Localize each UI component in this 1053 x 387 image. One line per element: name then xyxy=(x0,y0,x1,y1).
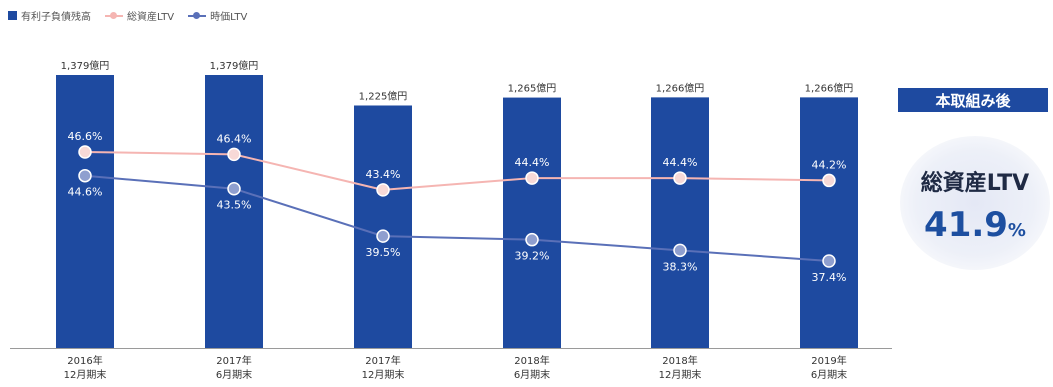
point-label-market-ltv-2: 39.5% xyxy=(366,246,401,259)
bar-label-3: 1,265億円 xyxy=(508,82,557,95)
point-total-ltv-4 xyxy=(673,171,687,185)
point-market-ltv-5 xyxy=(822,254,836,268)
legend-label-debt: 有利子負債残高 xyxy=(21,11,91,23)
bar-debt-3 xyxy=(503,97,561,348)
legend-item-market-ltv: 時価LTV xyxy=(188,8,247,23)
x-tick-label-2-period: 12月期末 xyxy=(362,368,405,381)
point-total-ltv-5 xyxy=(822,173,836,188)
bar-label-0: 1,379億円 xyxy=(61,59,110,72)
legend-item-total-ltv: 総資産LTV xyxy=(105,8,174,23)
x-tick-label-2-year: 2017年 xyxy=(365,354,400,367)
point-total-ltv-3 xyxy=(525,171,539,185)
bar-debt-0 xyxy=(56,75,114,348)
x-tick-label-3-period: 6月期末 xyxy=(514,368,550,381)
x-tick-label-0-year: 2016年 xyxy=(67,354,102,367)
legend-label-market-ltv: 時価LTV xyxy=(210,11,248,23)
x-tick-label-3-year: 2018年 xyxy=(514,354,549,367)
point-label-total-ltv-1: 46.4% xyxy=(217,132,252,145)
ltv-highlight-label: 総資産LTV xyxy=(920,171,1030,196)
point-label-market-ltv-5: 37.4% xyxy=(812,271,847,284)
point-label-market-ltv-0: 44.6% xyxy=(68,186,103,199)
point-label-market-ltv-1: 43.5% xyxy=(217,199,252,212)
bar-debt-4 xyxy=(651,97,709,348)
legend-swatch-debt xyxy=(8,10,17,20)
series-line-market-ltv xyxy=(84,174,830,262)
point-label-total-ltv-2: 43.4% xyxy=(366,168,401,181)
point-market-ltv-2 xyxy=(376,229,390,243)
post-initiative-badge: 本取組み後 xyxy=(898,88,1048,112)
bar-label-2: 1,225億円 xyxy=(359,89,408,102)
ltv-highlight-circle xyxy=(900,136,1050,270)
point-total-ltv-2 xyxy=(376,183,390,197)
point-total-ltv-1 xyxy=(227,147,241,162)
point-label-market-ltv-3: 39.2% xyxy=(515,250,550,263)
ltv-highlight-unit: % xyxy=(1007,220,1026,241)
post-initiative-badge-label: 本取組み後 xyxy=(935,91,1011,110)
legend-swatch-market-ltv xyxy=(188,11,207,20)
point-label-total-ltv-3: 44.4% xyxy=(515,156,550,169)
series-line-total-ltv xyxy=(84,151,830,191)
point-market-ltv-3 xyxy=(525,232,539,247)
point-market-ltv-1 xyxy=(227,181,241,196)
legend: 有利子負債残高 総資産LTV 時価LTV xyxy=(8,6,247,24)
x-tick-label-4-year: 2018年 xyxy=(662,354,697,367)
x-tick-label-5-period: 6月期末 xyxy=(811,368,847,381)
bar-label-5: 1,266億円 xyxy=(805,81,854,94)
point-label-total-ltv-5: 44.2% xyxy=(812,158,847,171)
bar-label-1: 1,379億円 xyxy=(210,59,259,72)
x-tick-label-1-year: 2017年 xyxy=(216,354,251,367)
point-market-ltv-0 xyxy=(78,168,92,183)
bar-label-4: 1,266億円 xyxy=(656,81,705,94)
x-tick-label-1-period: 6月期末 xyxy=(216,368,252,381)
legend-swatch-total-ltv xyxy=(105,11,123,20)
point-label-total-ltv-4: 44.4% xyxy=(663,156,698,169)
legend-item-debt: 有利子負債残高 xyxy=(8,8,91,23)
bar-debt-2 xyxy=(354,105,412,349)
point-market-ltv-4 xyxy=(673,243,687,258)
x-tick-label-5-year: 2019年 xyxy=(811,354,846,367)
bar-debt-5 xyxy=(800,97,858,348)
x-tick-label-4-period: 12月期末 xyxy=(659,368,702,381)
ltv-highlight-number: 41.9 xyxy=(924,205,1008,245)
point-label-total-ltv-0: 46.6% xyxy=(68,130,103,143)
x-tick-label-0-period: 12月期末 xyxy=(64,368,107,381)
ltv-highlight-value: 41.9% xyxy=(900,205,1050,245)
legend-label-total-ltv: 総資産LTV xyxy=(127,11,175,23)
bar-debt-1 xyxy=(205,75,263,348)
point-total-ltv-0 xyxy=(78,145,92,159)
point-label-market-ltv-4: 38.3% xyxy=(663,260,698,273)
